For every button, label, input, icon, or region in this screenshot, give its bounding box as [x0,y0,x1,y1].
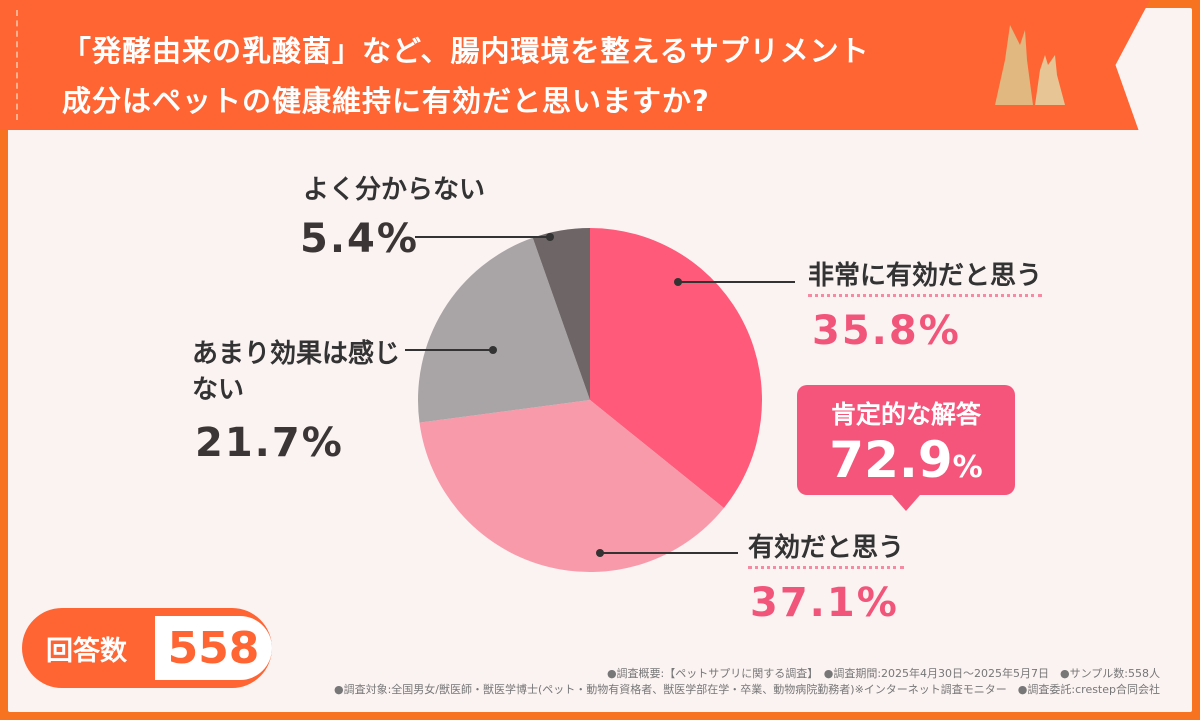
pct-very-effective: 35.8% [812,308,961,354]
footer-survey-line1: ●調査概要:【ペットサプリに関する調査】 ●調査期間:2025年4月30日～20… [606,667,1160,680]
title-line-2: 成分はペットの健康維持に有効だと思いますか? [62,84,710,118]
leader-dot [596,549,604,557]
label-not-effective: あまり効果は感じない [192,339,401,405]
respondent-count: 回答数 558 [22,608,272,688]
pct-unknown: 5.4% [300,216,419,262]
header-banner [0,0,1150,130]
slice-effective [419,400,724,572]
badge-unit: % [952,450,983,485]
badge-value: 72.9 [829,431,953,489]
slice-very-effective [590,228,763,508]
dog-cat-icon [995,25,1065,105]
pct-not-effective: 21.7% [195,420,344,466]
leader-dot [674,278,682,286]
badge-label: 肯定的な解答 [830,400,981,429]
label-effective: 有効だと思う [748,530,905,569]
label-unknown: よく分からない [303,175,486,205]
page-title: 「発酵由来の乳酸菌」など、腸内環境を整えるサプリメント 成分はペットの健康維持に… [62,26,870,126]
pct-effective: 37.1% [750,580,899,626]
title-line-1: 「発酵由来の乳酸菌」など、腸内環境を整えるサプリメント [62,34,870,68]
leader-dot [546,233,554,241]
slice-not-effective [417,237,590,423]
positive-answer-badge: 肯定的な解答 72.9% [797,385,1015,511]
footer-survey-line2: ●調査対象:全国男女/獣医師・獣医学博士(ペット・動物有資格者、獣医学部在学・卒… [334,683,1160,696]
leader-dot [489,346,497,354]
slice-unknown [532,228,590,400]
respondent-label: 回答数 [46,635,127,667]
respondent-value: 558 [155,616,272,680]
label-very-effective: 非常に有効だと思う [808,258,1043,297]
